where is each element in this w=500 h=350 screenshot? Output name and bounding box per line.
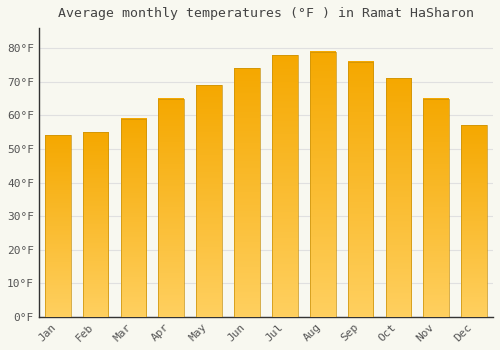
Bar [234,68,260,317]
Bar [386,78,411,317]
Bar [310,51,336,317]
Bar [196,85,222,317]
Bar [120,119,146,317]
Bar [462,125,487,317]
Bar [424,99,449,317]
Bar [158,99,184,317]
Bar [45,135,70,317]
Bar [82,132,108,317]
Bar [272,55,297,317]
Title: Average monthly temperatures (°F ) in Ramat HaSharon: Average monthly temperatures (°F ) in Ra… [58,7,474,20]
Bar [348,62,374,317]
